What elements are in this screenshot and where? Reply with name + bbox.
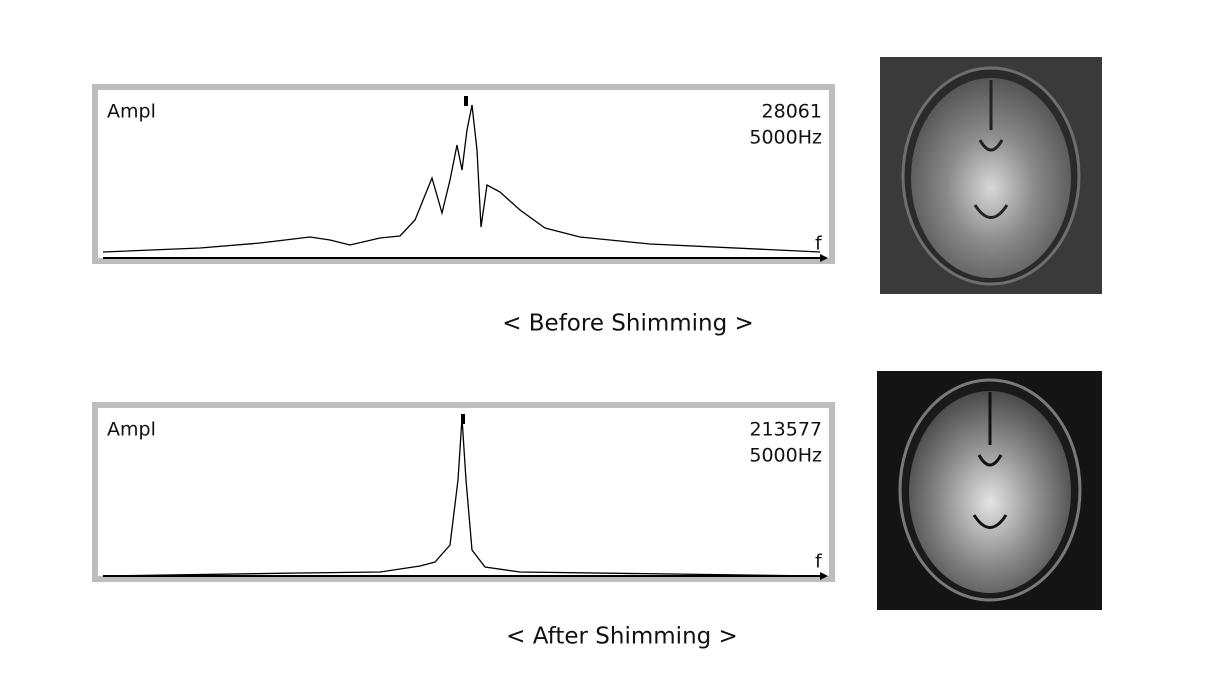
span: 5000Hz bbox=[749, 445, 822, 467]
panel-frame bbox=[92, 84, 835, 264]
y-label: Ampl bbox=[107, 419, 156, 441]
x-label: f bbox=[815, 233, 823, 255]
peak-marker bbox=[461, 414, 465, 424]
caption: < Before Shimming > bbox=[502, 311, 754, 337]
peak-value: 213577 bbox=[749, 419, 822, 441]
spectrum-panel: Ampl 28061 5000Hz f bbox=[92, 84, 835, 264]
panel-frame bbox=[92, 402, 835, 582]
spectrum-curve bbox=[102, 104, 821, 253]
y-label: Ampl bbox=[107, 101, 156, 123]
axis-arrow bbox=[820, 572, 828, 580]
mri-image bbox=[877, 371, 1102, 610]
span: 5000Hz bbox=[749, 127, 822, 149]
mri-image bbox=[880, 57, 1102, 294]
x-label: f bbox=[815, 551, 823, 573]
caption: < After Shimming > bbox=[506, 624, 738, 650]
peak-marker bbox=[464, 96, 468, 106]
axis-arrow bbox=[820, 254, 828, 262]
peak-value: 28061 bbox=[762, 101, 822, 123]
spectrum-curve bbox=[102, 417, 821, 577]
spectrum-panel: Ampl 213577 5000Hz f bbox=[92, 402, 835, 582]
